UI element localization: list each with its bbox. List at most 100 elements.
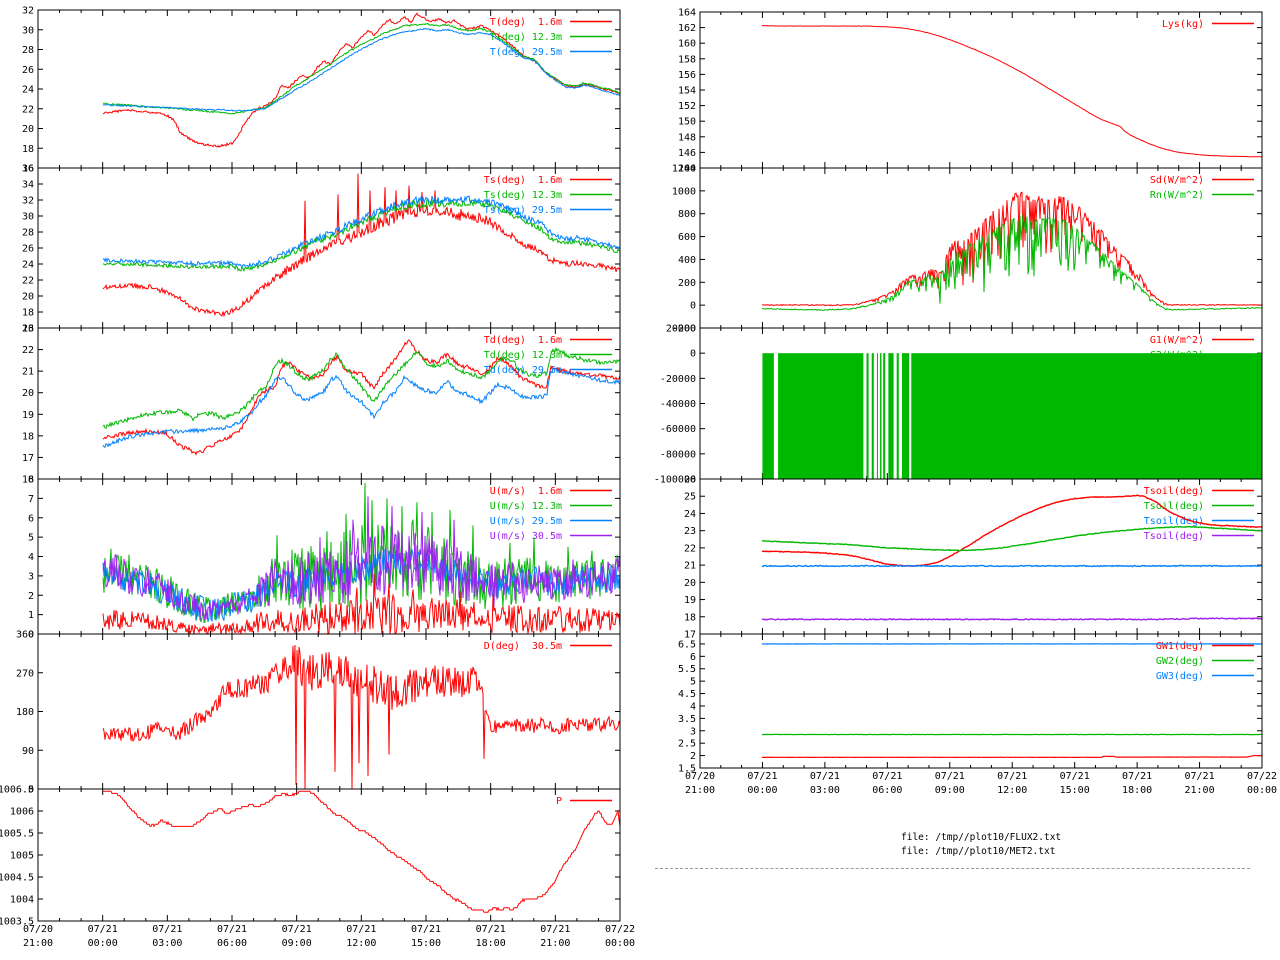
x-tick-label-date: 07/21	[540, 924, 570, 935]
y-tick-label: 28	[22, 228, 34, 239]
x-tick-label-date: 07/21	[747, 771, 777, 782]
y-tick-label: 36	[22, 164, 34, 175]
y-tick-label: 20	[22, 388, 34, 399]
y-tick-label: -100000	[654, 475, 696, 486]
legend-Ts-2: Ts(deg) 12.3m	[484, 190, 612, 201]
svg-text:Lys(kg): Lys(kg)	[1162, 19, 1204, 30]
svg-text:Tsoil(deg): Tsoil(deg)	[1144, 531, 1204, 542]
x-tick-label-date: 07/20	[685, 771, 715, 782]
x-tick-label-time: 12:00	[346, 938, 376, 949]
series-U(m/s)-30.5m	[102, 496, 621, 621]
svg-text:Td(deg) 12.3m: Td(deg) 12.3m	[484, 350, 562, 361]
y-tick-label: 19	[22, 410, 34, 421]
svg-text:P: P	[556, 796, 562, 807]
svg-text:U(m/s) 29.5m: U(m/s) 29.5m	[490, 516, 562, 527]
svg-text:U(m/s) 30.5m: U(m/s) 30.5m	[490, 531, 562, 542]
x-tick-label-date: 07/20	[23, 924, 53, 935]
legend-Ts-3: Ts(deg) 29.5m	[484, 205, 612, 216]
y-tick-label: 8	[28, 475, 34, 486]
y-tick-label: 19	[684, 595, 696, 606]
y-tick-label: 600	[678, 232, 696, 243]
y-tick-label: 30	[22, 212, 34, 223]
y-tick-label: 20	[22, 292, 34, 303]
y-tick-label: 158	[678, 54, 696, 65]
y-tick-label: 360	[16, 630, 34, 641]
svg-text:Td(deg) 1.6m: Td(deg) 1.6m	[484, 335, 562, 346]
x-tick-label-time: 21:00	[23, 938, 53, 949]
y-tick-label: 23	[22, 324, 34, 335]
y-tick-label: 26	[22, 65, 34, 76]
series-Sd(W/m^2)	[761, 191, 1263, 307]
legend-Td-1: Td(deg) 1.6m	[484, 335, 612, 346]
y-tick-label: 1.5	[678, 764, 696, 775]
x-tick-label-date: 07/21	[282, 924, 312, 935]
legend-Rad-2: Rn(W/m^2)	[1150, 190, 1254, 201]
panel-Ts: 16 18 20 22 24 26 28 30 32 34 36 Ts(deg) 1.6m Ts(deg…	[22, 164, 621, 335]
panel-G: 20000 0 -20000 -40000 -60000 -80000 -100000 G1(…	[654, 324, 1263, 486]
svg-text:Ts(deg) 1.6m: Ts(deg) 1.6m	[484, 175, 562, 186]
y-tick-label: 1004.5	[0, 873, 34, 884]
y-tick-label: 22	[22, 276, 34, 287]
y-tick-label: 1004	[10, 895, 34, 906]
x-tick-label-time: 15:00	[1060, 785, 1090, 796]
y-tick-label: 6	[28, 513, 34, 524]
series-Ts(deg)-12.3m	[102, 198, 621, 273]
x-tick-label-time: 06:00	[217, 938, 247, 949]
x-tick-label-time: 03:00	[810, 785, 840, 796]
y-tick-label: 21	[22, 367, 34, 378]
y-tick-label: 22	[684, 543, 696, 554]
svg-text:GW3(deg): GW3(deg)	[1156, 671, 1204, 682]
series-fill-G2(W/m^2)	[901, 353, 910, 479]
legend-GW-1: GW1(deg)	[1156, 641, 1254, 652]
y-tick-label: 23	[684, 526, 696, 537]
y-tick-label: 20	[684, 578, 696, 589]
y-tick-label: 3	[28, 571, 34, 582]
x-tick-label-time: 03:00	[152, 938, 182, 949]
x-tick-label-date: 07/21	[346, 924, 376, 935]
y-tick-label: 18	[22, 144, 34, 155]
series-fill-G2(W/m^2)	[883, 353, 886, 479]
legend-G-1: G1(W/m^2)	[1150, 335, 1254, 346]
y-tick-label: 2	[28, 591, 34, 602]
series-GW1(deg)	[761, 754, 1263, 759]
y-tick-label: 18	[22, 308, 34, 319]
series-fill-G2(W/m^2)	[896, 353, 899, 479]
x-tick-label-time: 09:00	[282, 938, 312, 949]
svg-text:T(deg) 12.3m: T(deg) 12.3m	[490, 32, 562, 43]
panel-Tsoil: 17 18 19 20 21 22 23 24 25 26 Tsoil(deg) Tsoil(deg)…	[684, 475, 1263, 641]
panel-Lys: 144 146 148 150 152 154 156 158 160 162 164 Lys(kg)	[678, 8, 1263, 175]
y-tick-label: 164	[678, 8, 696, 19]
y-tick-label: 16	[22, 324, 34, 335]
footer-file-flux: file: /tmp//plot10/FLUX2.txt	[901, 832, 1062, 843]
y-tick-label: 30	[22, 25, 34, 36]
series-Tsoil(deg)	[761, 525, 1263, 552]
series-Tsoil(deg)	[761, 494, 1263, 567]
series-fill-G2(W/m^2)	[762, 353, 774, 479]
y-tick-label: 21	[684, 561, 696, 572]
y-tick-label: 3	[690, 726, 696, 737]
y-tick-label: 180	[16, 707, 34, 718]
series-D(deg)-30.5m	[102, 644, 621, 790]
series-Lys(kg)	[761, 24, 1263, 158]
y-tick-label: 5	[28, 533, 34, 544]
x-tick-label-time: 06:00	[872, 785, 902, 796]
y-tick-label: 0	[28, 630, 34, 641]
y-tick-label: -60000	[660, 424, 696, 435]
y-tick-label: -200	[672, 324, 696, 335]
legend-U-1: U(m/s) 1.6m	[490, 486, 612, 497]
y-tick-label: 160	[678, 39, 696, 50]
x-tick-label-time: 00:00	[1247, 785, 1277, 796]
panel-Td: 16 17 18 19 20 21 22 23 Td(deg) 1.6m Td(deg) 12.3…	[22, 324, 621, 486]
svg-text:Sd(W/m^2): Sd(W/m^2)	[1150, 175, 1204, 186]
y-tick-label: 22	[22, 345, 34, 356]
svg-text:GW1(deg): GW1(deg)	[1156, 641, 1204, 652]
x-tick-label-date: 07/22	[605, 924, 635, 935]
legend-Tsoil-3: Tsoil(deg)	[1144, 516, 1254, 527]
y-tick-label: 5	[690, 677, 696, 688]
legend-U-3: U(m/s) 29.5m	[490, 516, 612, 527]
x-tick-label-date: 07/21	[810, 771, 840, 782]
y-tick-label: 148	[678, 132, 696, 143]
x-tick-label-time: 18:00	[1122, 785, 1152, 796]
series-Ts(deg)-1.6m	[102, 173, 621, 318]
